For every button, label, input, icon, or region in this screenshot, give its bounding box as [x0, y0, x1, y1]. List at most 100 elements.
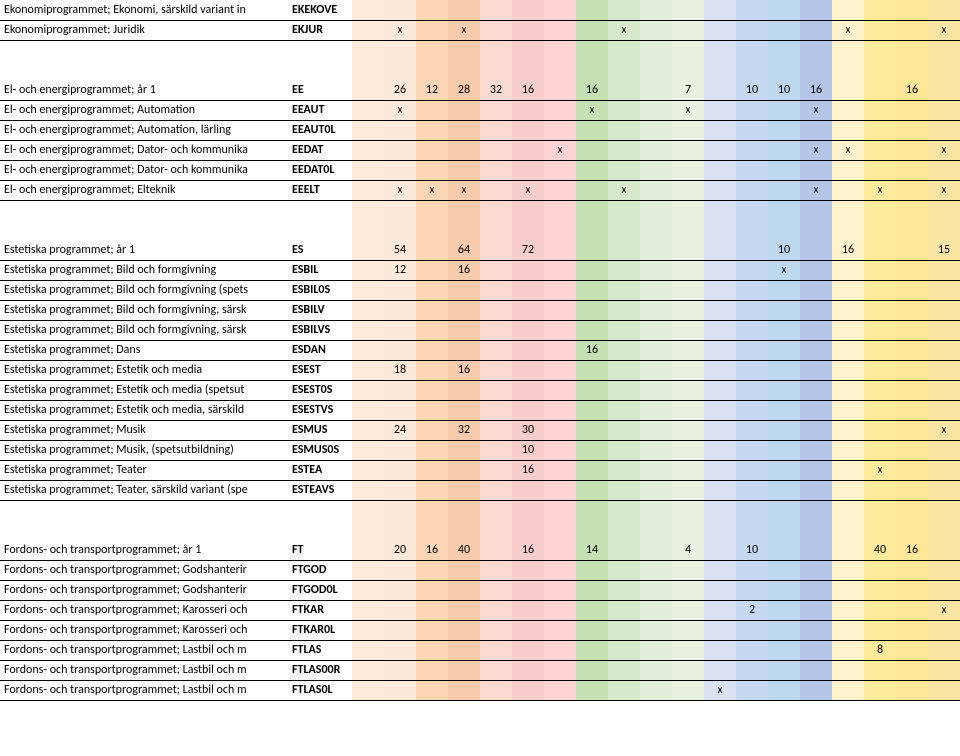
data-cell: x [832, 20, 864, 40]
data-cell [544, 180, 576, 200]
data-cell [480, 180, 512, 200]
blank-cell [928, 520, 960, 540]
data-cell [832, 320, 864, 340]
data-cell: 16 [800, 80, 832, 100]
program-label: El- och energiprogrammet; Automation, lä… [0, 120, 290, 140]
blank-cell [640, 200, 672, 220]
data-cell [736, 20, 768, 40]
program-code: ESTEAVS [290, 480, 352, 500]
data-cell [640, 340, 672, 360]
data-cell [864, 380, 896, 400]
data-cell [800, 480, 832, 500]
data-cell [768, 600, 800, 620]
blank-cell [864, 200, 896, 220]
data-cell [416, 100, 448, 120]
data-cell [416, 480, 448, 500]
data-cell [512, 340, 544, 360]
blank-cell [672, 60, 704, 80]
program-code: EEELT [290, 180, 352, 200]
data-cell [640, 180, 672, 200]
program-code: EEAUT0L [290, 120, 352, 140]
data-cell [608, 640, 640, 660]
data-cell [864, 240, 896, 260]
blank-cell [864, 40, 896, 60]
data-cell [736, 680, 768, 700]
data-cell [736, 180, 768, 200]
blank-cell [448, 500, 480, 520]
blank-cell [416, 200, 448, 220]
data-cell [704, 120, 736, 140]
data-cell: 2 [736, 600, 768, 620]
data-cell [896, 640, 928, 660]
program-code: EKEKOVE [290, 0, 352, 20]
blank-cell [800, 220, 832, 240]
data-cell [576, 240, 608, 260]
data-cell [448, 620, 480, 640]
program-code: ESEST [290, 360, 352, 380]
data-cell [384, 380, 416, 400]
blank-cell [352, 520, 384, 540]
blank-cell [704, 40, 736, 60]
data-cell [928, 580, 960, 600]
blank-label [0, 60, 290, 80]
blank-label [0, 220, 290, 240]
data-cell: 72 [512, 240, 544, 260]
data-cell [480, 620, 512, 640]
data-cell [800, 620, 832, 640]
data-cell [448, 0, 480, 20]
data-cell [704, 460, 736, 480]
blank-cell [864, 500, 896, 520]
data-cell: 10 [512, 440, 544, 460]
blank-cell [352, 200, 384, 220]
data-cell [512, 0, 544, 20]
data-cell [448, 600, 480, 620]
blank-code [290, 60, 352, 80]
data-cell [480, 140, 512, 160]
data-cell [384, 440, 416, 460]
data-cell [896, 480, 928, 500]
data-cell [480, 0, 512, 20]
program-code: FTGOD [290, 560, 352, 580]
data-cell [544, 80, 576, 100]
data-cell [480, 420, 512, 440]
blank-cell [384, 220, 416, 240]
blank-cell [416, 220, 448, 240]
data-cell [512, 400, 544, 420]
data-cell [928, 340, 960, 360]
data-cell [864, 600, 896, 620]
data-cell: x [928, 600, 960, 620]
data-cell [832, 100, 864, 120]
blank-code [290, 220, 352, 240]
data-cell [928, 640, 960, 660]
blank-cell [384, 520, 416, 540]
data-cell [768, 480, 800, 500]
data-cell [736, 320, 768, 340]
blank-cell [448, 520, 480, 540]
data-cell: 16 [576, 80, 608, 100]
data-cell [672, 400, 704, 420]
data-cell [352, 400, 384, 420]
blank-cell [672, 500, 704, 520]
blank-cell [672, 200, 704, 220]
data-cell [704, 400, 736, 420]
data-cell: x [512, 180, 544, 200]
data-cell [352, 260, 384, 280]
data-cell [608, 540, 640, 560]
data-cell [416, 120, 448, 140]
data-cell [576, 420, 608, 440]
blank-cell [832, 60, 864, 80]
data-cell [512, 120, 544, 140]
program-label: Estetiska programmet; Teater, särskild v… [0, 480, 290, 500]
data-cell [672, 260, 704, 280]
data-cell [416, 560, 448, 580]
data-cell [416, 320, 448, 340]
blank-cell [352, 40, 384, 60]
blank-cell [352, 500, 384, 520]
blank-code [290, 40, 352, 60]
data-cell [704, 140, 736, 160]
data-cell: 16 [448, 360, 480, 380]
blank-cell [384, 500, 416, 520]
data-cell [800, 440, 832, 460]
data-cell [896, 420, 928, 440]
program-label: Fordons- och transportprogrammet; år 1 [0, 540, 290, 560]
